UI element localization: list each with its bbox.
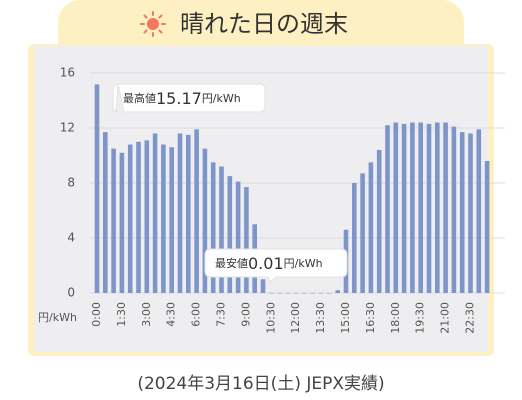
bar <box>227 176 233 293</box>
bar <box>285 292 291 294</box>
bar <box>318 292 324 294</box>
bar <box>360 173 365 293</box>
x-tick-label: 3:00 <box>140 302 153 327</box>
bar <box>277 292 282 294</box>
callout-value: 0.01 <box>248 254 284 273</box>
bar <box>484 161 490 293</box>
x-tick-label: 1:30 <box>115 302 128 327</box>
callout-prefix: 最安値 <box>215 256 248 270</box>
chart-title: 晴れた日の週末 <box>180 10 348 38</box>
x-tick-label: 15:00 <box>339 302 352 334</box>
x-tick-label: 18:00 <box>389 302 402 334</box>
bar <box>401 123 407 293</box>
bar <box>302 292 307 294</box>
bar <box>451 126 457 293</box>
caption: (2024年3月16日(土) JEPX実績) <box>137 374 384 394</box>
x-tick-label: 9:00 <box>239 302 252 327</box>
bar <box>418 122 423 293</box>
bar <box>119 152 125 293</box>
bar <box>426 123 432 293</box>
bar <box>352 183 357 293</box>
bar <box>335 290 340 293</box>
x-tick-label: 0:00 <box>90 302 103 327</box>
bar <box>293 292 299 294</box>
bar <box>127 144 133 293</box>
x-tick-label: 19:30 <box>414 302 427 334</box>
callout-box <box>112 83 266 113</box>
bar <box>310 292 316 294</box>
y-axis-label: 円/kWh <box>38 311 77 324</box>
bar <box>368 162 374 293</box>
y-tick-label: 16 <box>60 66 75 80</box>
bar <box>186 134 191 293</box>
bar <box>269 292 274 294</box>
bar <box>177 133 183 293</box>
bar <box>385 125 390 293</box>
callout-text: 最高値15.17円/kWh <box>123 89 241 108</box>
bar <box>161 144 166 293</box>
x-tick-label: 16:30 <box>364 302 377 334</box>
callout-text: 最安値0.01円/kWh <box>215 254 323 273</box>
bar <box>476 129 482 293</box>
x-tick-label: 22:30 <box>464 302 477 334</box>
bar <box>202 148 208 293</box>
x-tick-label: 12:00 <box>289 302 302 334</box>
x-tick-label: 21:00 <box>439 302 452 334</box>
sun-icon <box>140 11 166 37</box>
bar <box>459 132 465 293</box>
bar <box>435 122 440 293</box>
bar <box>210 162 216 293</box>
bar <box>410 122 415 293</box>
bar <box>260 279 266 293</box>
y-tick-label: 8 <box>67 176 75 190</box>
bar <box>235 181 241 293</box>
x-tick-label: 6:00 <box>190 302 203 327</box>
bar <box>219 166 224 293</box>
bar <box>136 141 141 293</box>
callout-prefix: 最高値 <box>123 91 156 105</box>
x-tick-label: 7:30 <box>215 302 228 327</box>
bar <box>393 122 399 293</box>
bar <box>376 150 382 293</box>
x-tick-label: 10:30 <box>264 302 277 334</box>
y-tick-label: 0 <box>67 286 75 300</box>
bar <box>94 84 100 293</box>
y-tick-label: 4 <box>67 231 75 245</box>
bar <box>468 133 473 293</box>
bar <box>144 140 150 293</box>
bar <box>103 132 108 293</box>
bar <box>152 133 158 293</box>
bar <box>194 129 199 293</box>
bar <box>244 187 249 293</box>
callout-unit: 円/kWh <box>202 92 241 105</box>
bar <box>111 148 116 293</box>
callout-value: 15.17 <box>156 89 202 108</box>
x-tick-label: 4:30 <box>165 302 178 327</box>
bar <box>169 147 174 293</box>
bar <box>327 292 332 294</box>
callout-box <box>204 248 348 283</box>
bar <box>443 122 448 293</box>
callout-unit: 円/kWh <box>284 257 323 270</box>
x-tick-label: 13:30 <box>314 302 327 334</box>
y-tick-label: 12 <box>60 121 75 135</box>
